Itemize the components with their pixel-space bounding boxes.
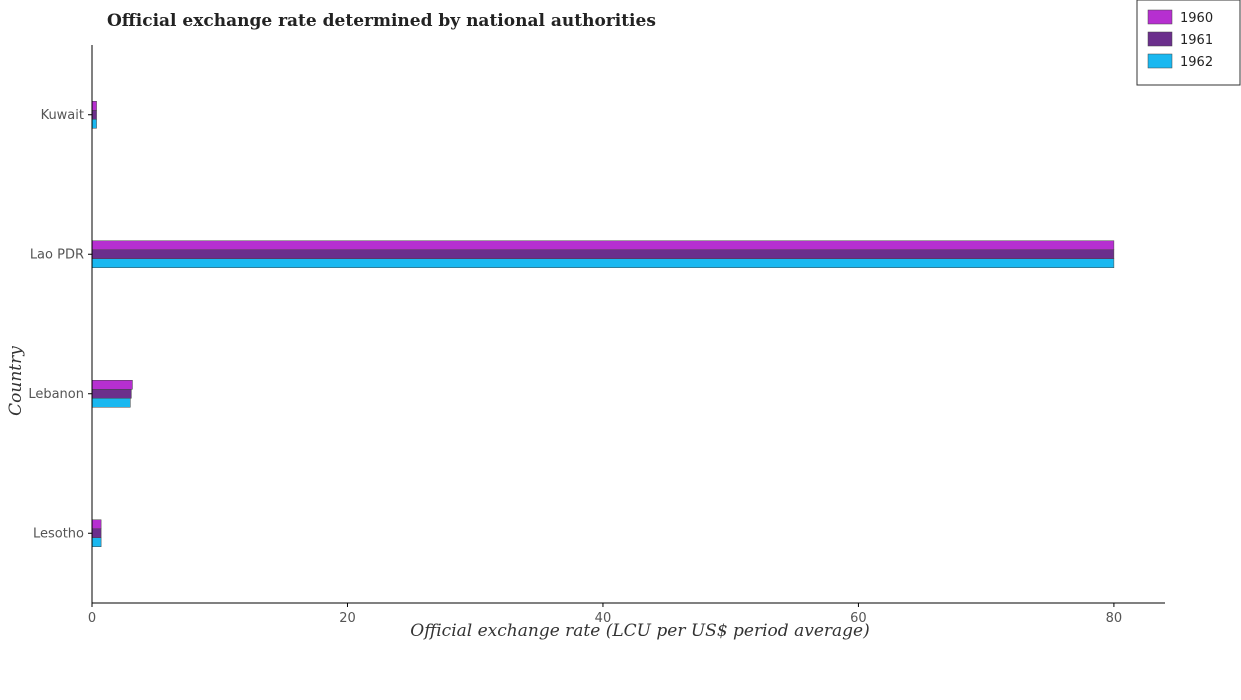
y-tick-label-lebanon: Lebanon bbox=[28, 387, 84, 402]
legend-swatch-1961 bbox=[1147, 31, 1173, 47]
legend-swatch-1960 bbox=[1147, 9, 1173, 25]
bar-kuwait-1960 bbox=[91, 101, 97, 111]
bar-lao-pdr-1961 bbox=[91, 249, 1115, 259]
y-tick-label-kuwait: Kuwait bbox=[41, 108, 84, 123]
chart-title: Official exchange rate determined by nat… bbox=[107, 11, 656, 31]
bars-layer bbox=[91, 101, 1115, 547]
legend-label-1960: 1960 bbox=[1180, 11, 1213, 26]
legend-swatch-1962 bbox=[1147, 53, 1173, 69]
bar-lesotho-1961 bbox=[91, 528, 102, 538]
x-tick-label: 20 bbox=[339, 611, 356, 626]
x-axis-label: Official exchange rate (LCU per US$ peri… bbox=[410, 621, 869, 641]
x-tick-label: 80 bbox=[1106, 611, 1123, 626]
legend-label-1961: 1961 bbox=[1180, 33, 1213, 48]
bar-lao-pdr-1960 bbox=[91, 240, 1115, 250]
x-tick-label: 60 bbox=[850, 611, 867, 626]
x-tick-label: 40 bbox=[595, 611, 612, 626]
ticks-layer: Kuwait Lao PDR Lebanon Lesotho 0 20 40 60 80 bbox=[28, 108, 1122, 626]
y-axis-label: Country bbox=[6, 346, 26, 416]
bar-lesotho-1960 bbox=[91, 519, 102, 529]
y-tick-label-lao-pdr: Lao PDR bbox=[30, 247, 84, 262]
y-tick-label-lesotho: Lesotho bbox=[33, 526, 84, 541]
legend-items: 1960 1961 1962 bbox=[1147, 9, 1213, 70]
x-tick-label: 0 bbox=[88, 611, 96, 626]
axes-layer bbox=[91, 45, 1165, 604]
bar-kuwait-1961 bbox=[91, 110, 97, 120]
legend: 1960 1961 1962 bbox=[1136, 0, 1241, 86]
bar-lebanon-1962 bbox=[91, 398, 131, 408]
bar-kuwait-1962 bbox=[91, 119, 97, 129]
legend-label-1962: 1962 bbox=[1180, 55, 1213, 70]
bar-lebanon-1961 bbox=[91, 389, 132, 399]
bar-lao-pdr-1962 bbox=[91, 258, 1115, 268]
bar-lebanon-1960 bbox=[91, 380, 133, 390]
bar-lesotho-1962 bbox=[91, 537, 102, 547]
